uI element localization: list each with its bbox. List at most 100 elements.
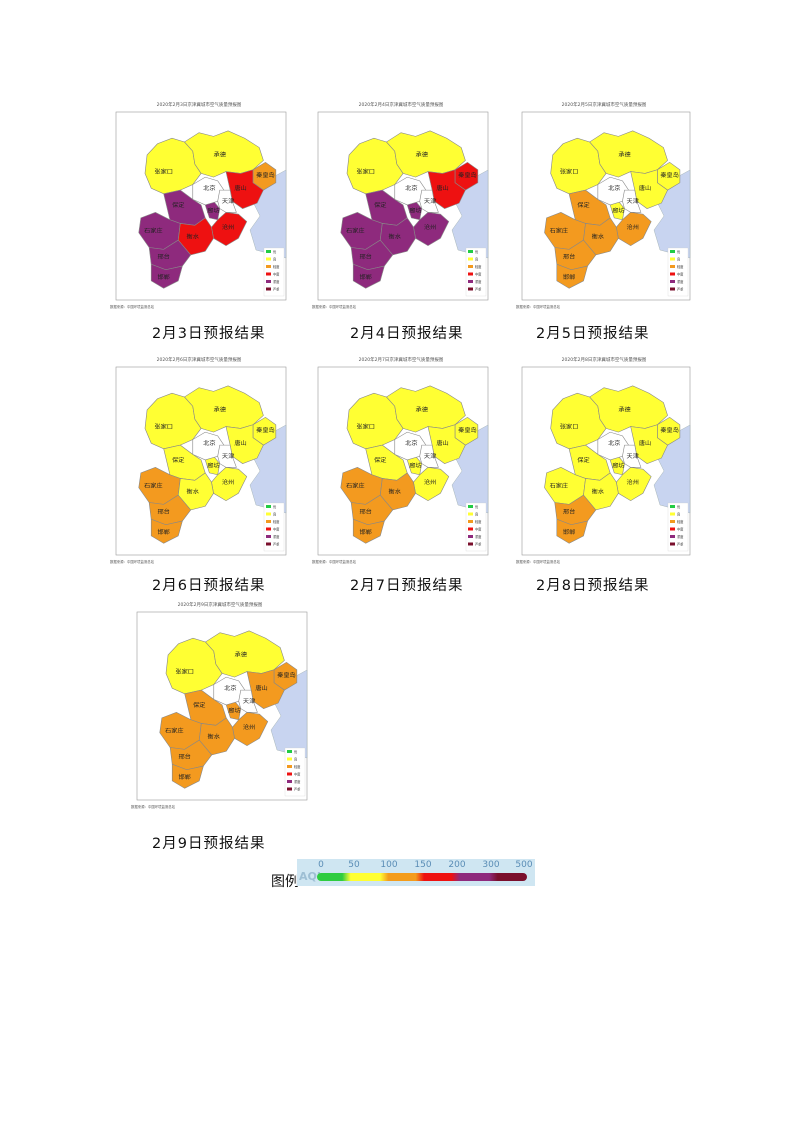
map-legend-swatch <box>266 512 271 516</box>
city-label: 秦皇岛 <box>660 426 679 434</box>
map-legend-swatch <box>266 280 271 283</box>
region-tianjin <box>622 444 642 468</box>
city-label: 沧州 <box>424 478 437 486</box>
city-label: 邢台 <box>563 508 575 516</box>
map-legend-text: 重度 <box>294 779 301 784</box>
region-tangshan <box>427 169 466 209</box>
city-label: 廊坊 <box>409 462 422 470</box>
city-label: 石家庄 <box>144 482 163 490</box>
map-title: 2020年2月7日京津冀城市空气质量预报图 <box>359 356 444 363</box>
map-legend-swatch <box>266 520 271 523</box>
map-legend-swatch <box>468 272 473 276</box>
city-label: 秦皇岛 <box>458 426 477 434</box>
city-label: 张家口 <box>154 168 173 176</box>
map-legend-swatch <box>266 527 271 531</box>
city-label: 邯郸 <box>359 528 372 536</box>
region-tangshan <box>630 424 668 464</box>
city-label: 保定 <box>374 201 387 209</box>
city-label: 沧州 <box>222 223 235 231</box>
city-label: 廊坊 <box>207 207 220 215</box>
map-legend-text: 优 <box>273 249 277 254</box>
map-legend-text: 轻度 <box>294 764 301 769</box>
map-legend-text: 中度 <box>475 272 482 277</box>
city-label: 邯郸 <box>178 773 191 781</box>
city-label: 秦皇岛 <box>256 171 275 179</box>
forecast-map-feb9: 2020年2月9日京津冀城市空气质量预报图 张家口 承德 北京 天津 唐山 秦皇岛 保定 廊坊沧… <box>129 600 311 810</box>
map-legend-swatch <box>670 287 675 291</box>
forecast-caption-feb3: 2月3日预报结果 <box>152 326 266 342</box>
region-tianjin <box>419 189 439 213</box>
city-label: 石家庄 <box>550 227 569 235</box>
map-legend-text: 良 <box>475 512 479 517</box>
map-legend-swatch <box>670 250 675 253</box>
city-label: 秦皇岛 <box>256 426 275 434</box>
map-legend-text: 轻度 <box>475 264 482 269</box>
region-tangshan <box>225 424 264 464</box>
map-source: 数据来源：中国环境监测总站 <box>312 304 357 309</box>
aqi-tick: 0 <box>318 860 324 870</box>
city-label: 邢台 <box>359 253 372 261</box>
city-label: 石家庄 <box>346 227 365 235</box>
map-legend-swatch <box>468 512 473 516</box>
map-legend-swatch <box>468 527 473 531</box>
region-tangshan <box>630 169 668 209</box>
map-legend-swatch <box>266 250 271 253</box>
aqi-tick: 500 <box>515 860 533 870</box>
region-tianjin <box>238 689 258 713</box>
city-label: 张家口 <box>560 168 579 176</box>
map-legend-text: 良 <box>677 512 681 517</box>
map-legend-text: 良 <box>677 257 681 262</box>
map-legend-swatch <box>287 765 292 768</box>
map-legend-text: 良 <box>273 257 277 262</box>
city-label: 保定 <box>577 201 589 209</box>
city-label: 天津 <box>222 453 235 460</box>
city-label: 保定 <box>172 456 185 464</box>
map-legend-swatch <box>266 542 271 546</box>
map-legend-swatch <box>287 772 292 776</box>
aqi-legend: AQI 0 50 100 150 200 300 500 <box>297 859 535 886</box>
map-legend-swatch <box>266 265 271 268</box>
forecast-map-feb7: 2020年2月7日京津冀城市空气质量预报图 张家口 承德 北京 天津 唐山 秦皇岛 保定 廊坊沧… <box>310 355 492 565</box>
city-label: 唐山 <box>639 184 651 192</box>
forecast-map-feb4: 2020年2月4日京津冀城市空气质量预报图 张家口 承德 北京 天津 唐山 秦皇岛 保定 廊坊沧… <box>310 100 492 310</box>
city-label: 秦皇岛 <box>458 171 477 179</box>
city-label: 张家口 <box>356 168 375 176</box>
map-source: 数据来源：中国环境监测总站 <box>110 559 155 564</box>
city-label: 邢台 <box>178 753 191 761</box>
map-legend-swatch <box>670 542 675 546</box>
region-handan <box>352 263 385 289</box>
city-label: 秦皇岛 <box>660 171 679 179</box>
map-legend-text: 优 <box>677 504 681 509</box>
map-source: 数据来源：中国环境监测总站 <box>131 804 176 809</box>
map-legend-text: 中度 <box>273 272 280 277</box>
city-label: 邢台 <box>563 253 575 261</box>
map-legend-text: 优 <box>475 504 479 509</box>
city-label: 衡水 <box>187 233 200 241</box>
map-title: 2020年2月5日京津冀城市空气质量预报图 <box>562 101 647 108</box>
city-label: 保定 <box>577 456 589 464</box>
city-label: 承德 <box>416 406 429 414</box>
city-label: 唐山 <box>234 184 247 192</box>
city-label: 保定 <box>172 201 185 209</box>
forecast-caption-feb7: 2月7日预报结果 <box>350 578 464 594</box>
aqi-text: AQI <box>299 870 321 883</box>
city-label: 北京 <box>608 184 620 192</box>
map-legend-text: 良 <box>273 512 277 517</box>
map-legend-text: 中度 <box>677 272 684 277</box>
city-label: 唐山 <box>436 184 449 192</box>
map-legend-swatch <box>468 257 473 261</box>
city-label: 廊坊 <box>612 207 624 215</box>
city-label: 天津 <box>627 198 639 205</box>
map-legend-swatch <box>468 542 473 546</box>
city-label: 石家庄 <box>165 727 184 735</box>
city-label: 邢台 <box>157 253 170 261</box>
map-source: 数据来源：中国环境监测总站 <box>110 304 155 309</box>
map-legend-swatch <box>670 527 675 531</box>
city-label: 唐山 <box>639 439 651 447</box>
